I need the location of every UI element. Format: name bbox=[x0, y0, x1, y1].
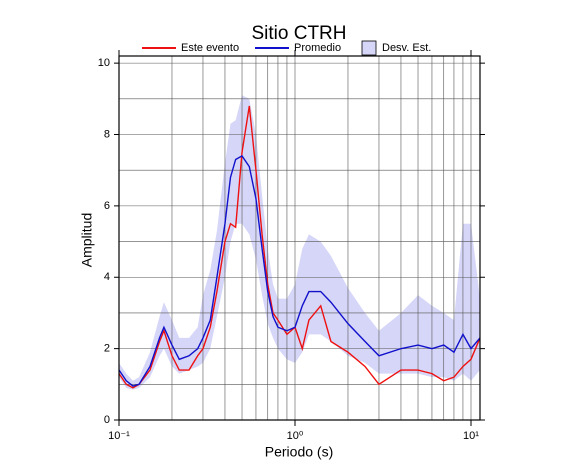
y-tick-label: 8 bbox=[104, 128, 110, 140]
y-tick-label: 6 bbox=[104, 200, 110, 212]
x-axis-label: Periodo (s) bbox=[265, 444, 333, 460]
legend-label: Promedio bbox=[294, 42, 341, 54]
x-tick-label: 10⁰ bbox=[287, 430, 304, 442]
y-axis-label: Amplitud bbox=[79, 213, 95, 267]
series-line bbox=[118, 105, 481, 389]
legend-swatch bbox=[361, 40, 377, 56]
legend-label: Desv. Est. bbox=[382, 42, 431, 54]
y-tick-label: 2 bbox=[104, 343, 110, 355]
y-tick-label: 4 bbox=[104, 271, 110, 283]
x-tick-label: 10¹ bbox=[463, 430, 479, 442]
std-band bbox=[119, 95, 480, 390]
y-tick-label: 10 bbox=[98, 57, 110, 69]
x-tick-label: 10⁻¹ bbox=[108, 430, 130, 442]
series-line bbox=[118, 154, 481, 387]
plot-frame bbox=[118, 55, 481, 421]
chart-title: Sitio CTRH bbox=[251, 23, 346, 44]
y-tick-label: 0 bbox=[104, 414, 110, 426]
legend-label: Este evento bbox=[181, 42, 239, 54]
